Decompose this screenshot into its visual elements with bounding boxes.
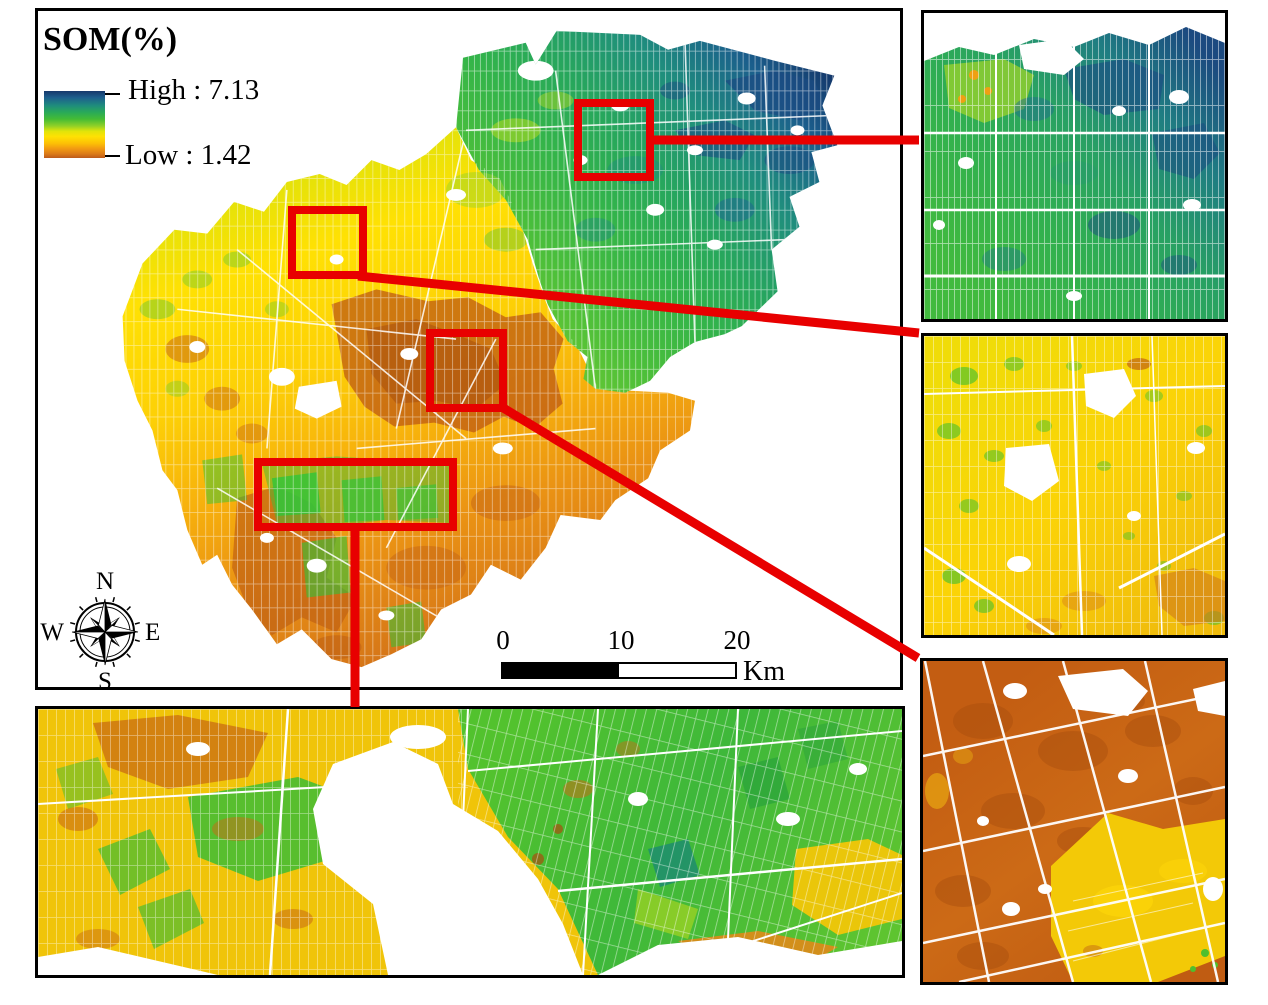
main-map-panel: SOM(%) High : 7.13 Low : 1.42 N S W E: [35, 8, 903, 695]
scale-tick-10: 10: [607, 625, 635, 655]
compass-north-label: N: [96, 568, 114, 595]
scale-bar-graphic: [501, 662, 737, 679]
legend-low-label: Low : 1.42: [125, 139, 252, 171]
inset-panel-high-som: [921, 10, 1228, 322]
scale-bar-filled-segment: [503, 664, 619, 677]
compass-rose: N S W E: [40, 568, 160, 695]
scale-tick-20: 20: [723, 625, 751, 655]
legend-tick-high: [105, 93, 120, 95]
compass-star: [70, 597, 140, 667]
legend-color-ramp: [44, 91, 105, 158]
inset-medium-som-raster: [924, 336, 1225, 635]
inset-low-som-roads: [923, 661, 1225, 982]
compass-west-label: W: [40, 619, 64, 646]
inset-mixed-som-roads: [38, 709, 902, 975]
scale-unit-label: Km: [743, 656, 785, 687]
inset-high-som-roads: [924, 27, 1225, 319]
inset-low-som-raster: [923, 661, 1225, 982]
inset-mixed-som-raster: [38, 709, 902, 975]
inset-panel-medium-som: [921, 333, 1228, 638]
inset-panel-mixed-som: [35, 706, 905, 978]
inset-panel-low-som: [920, 658, 1228, 985]
legend-tick-low: [105, 155, 120, 157]
legend-title: SOM(%): [43, 21, 178, 58]
legend-high-label: High : 7.13: [128, 74, 260, 106]
compass-south-label: S: [98, 668, 112, 695]
scale-bar-empty-segment: [619, 664, 735, 677]
compass-east-label: E: [145, 619, 160, 646]
scale-bar: 0 10 20 Km: [466, 625, 836, 689]
scale-tick-0: 0: [496, 625, 510, 655]
inset-high-som-raster: [924, 27, 1225, 319]
inset-medium-som-roads: [924, 336, 1225, 635]
